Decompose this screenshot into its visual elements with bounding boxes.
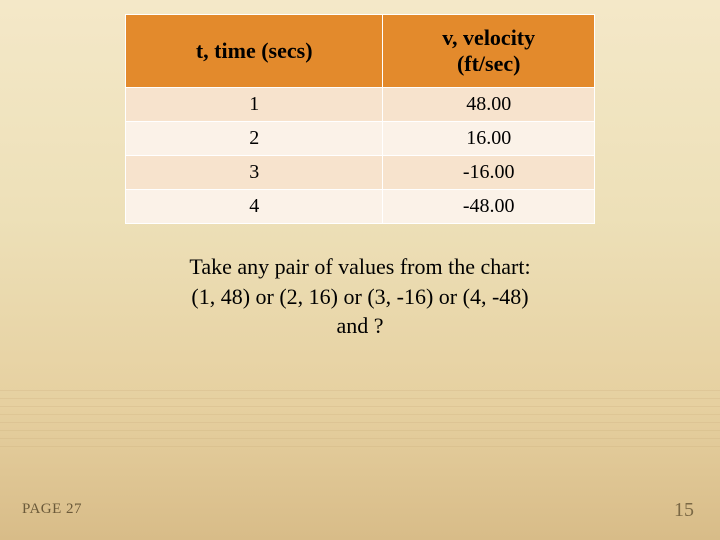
cell-time: 3 — [126, 156, 383, 190]
table-row: 1 48.00 — [126, 88, 595, 122]
cell-velocity: 16.00 — [383, 122, 595, 156]
body-line-3: and ? — [0, 311, 720, 341]
column-header-velocity-l1: v, velocity — [442, 25, 535, 50]
cell-time: 1 — [126, 88, 383, 122]
body-line-1: Take any pair of values from the chart: — [0, 252, 720, 282]
body-text: Take any pair of values from the chart: … — [0, 252, 720, 341]
body-line-2: (1, 48) or (2, 16) or (3, -16) or (4, -4… — [0, 282, 720, 312]
decorative-lines — [0, 390, 720, 450]
data-table: t, time (secs) v, velocity (ft/sec) 1 48… — [125, 14, 595, 224]
cell-time: 4 — [126, 190, 383, 224]
column-header-velocity: v, velocity (ft/sec) — [383, 15, 595, 88]
cell-velocity: -16.00 — [383, 156, 595, 190]
table-row: 4 -48.00 — [126, 190, 595, 224]
slide-number: 15 — [674, 499, 694, 522]
cell-time: 2 — [126, 122, 383, 156]
column-header-velocity-l2: (ft/sec) — [457, 51, 521, 76]
table-row: 2 16.00 — [126, 122, 595, 156]
page-label: PAGE 27 — [22, 501, 82, 518]
column-header-time: t, time (secs) — [126, 15, 383, 88]
cell-velocity: 48.00 — [383, 88, 595, 122]
table-container: t, time (secs) v, velocity (ft/sec) 1 48… — [0, 0, 720, 224]
cell-velocity: -48.00 — [383, 190, 595, 224]
table-row: 3 -16.00 — [126, 156, 595, 190]
